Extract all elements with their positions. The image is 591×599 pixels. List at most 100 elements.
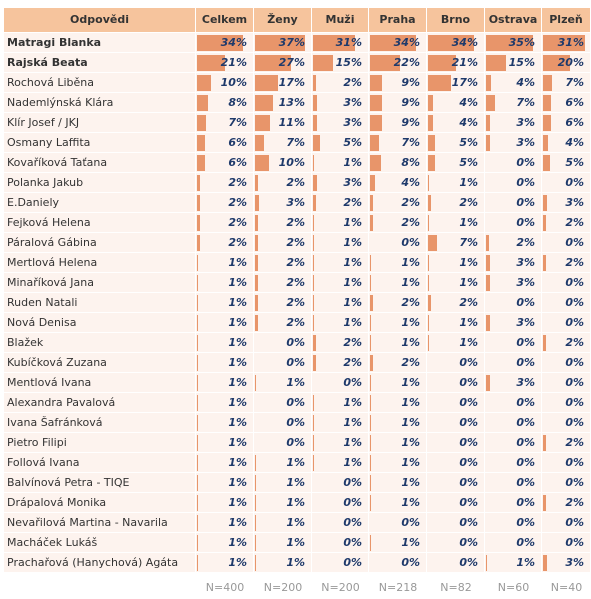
value-cell: 0% (254, 433, 312, 453)
value-cell: 15% (485, 53, 542, 73)
value-label: 2% (343, 336, 362, 349)
value-label: 0% (459, 536, 478, 549)
value-cell: 2% (427, 193, 485, 213)
value-cell: 2% (369, 293, 427, 313)
bar (486, 55, 507, 71)
bar (197, 395, 199, 411)
value-cell: 1% (369, 393, 427, 413)
footer-n: N=200 (321, 581, 360, 594)
bar (313, 355, 316, 371)
bar (486, 555, 488, 571)
value-cell: 1% (254, 533, 312, 553)
value-cell: 0% (542, 373, 591, 393)
value-label: 21% (220, 56, 247, 69)
value-label: 1% (459, 316, 478, 329)
footer-n: N=200 (263, 581, 303, 594)
value-label: 6% (228, 156, 247, 169)
value-cell: 2% (196, 213, 254, 233)
value-cell: 1% (312, 253, 369, 273)
value-cell: 1% (369, 453, 427, 473)
bar (428, 315, 430, 331)
bar (197, 95, 208, 111)
value-cell: 0% (312, 373, 369, 393)
value-label: 2% (286, 296, 305, 309)
bar (543, 155, 550, 171)
value-cell: 31% (542, 33, 591, 53)
value-cell: 34% (369, 33, 427, 53)
bar (428, 155, 435, 171)
value-label: 1% (343, 156, 362, 169)
value-label: 2% (286, 176, 305, 189)
bar (370, 195, 373, 211)
bar (543, 435, 546, 451)
bar (428, 235, 438, 251)
value-label: 8% (401, 156, 420, 169)
row-name: Mertlová Helena (4, 253, 196, 273)
bar (370, 35, 416, 51)
row-name: Nevařilová Martina - Navarila (4, 513, 196, 533)
value-label: 0% (565, 296, 584, 309)
value-label: 0% (565, 516, 584, 529)
value-label: 2% (565, 216, 584, 229)
bar (486, 375, 491, 391)
bar (197, 335, 199, 351)
row-name: Macháček Lukáš (4, 533, 196, 553)
row-name: Nová Denisa (4, 313, 196, 333)
footer-n: N=218 (378, 581, 418, 594)
value-cell: 7% (427, 233, 485, 253)
bar (197, 375, 199, 391)
value-cell: 0% (542, 393, 591, 413)
value-label: 0% (565, 536, 584, 549)
value-label: 0% (516, 356, 535, 369)
bar (255, 555, 257, 571)
value-label: 2% (228, 216, 247, 229)
value-cell: 2% (369, 213, 427, 233)
value-cell: 0% (485, 393, 542, 413)
value-label: 1% (228, 336, 247, 349)
value-cell: 6% (196, 133, 254, 153)
value-cell: 0% (485, 453, 542, 473)
bar (255, 475, 257, 491)
bar (486, 135, 491, 151)
value-label: 0% (565, 376, 584, 389)
value-label: 4% (516, 76, 535, 89)
value-label: 1% (343, 316, 362, 329)
value-cell: 3% (485, 133, 542, 153)
value-label: 0% (459, 516, 478, 529)
value-label: 0% (516, 296, 535, 309)
value-label: 9% (401, 96, 420, 109)
value-cell: 0% (312, 533, 369, 553)
value-cell: 0% (427, 493, 485, 513)
value-cell: 1% (196, 553, 254, 573)
value-label: 6% (565, 96, 584, 109)
bar (313, 195, 316, 211)
value-cell: 37% (254, 33, 312, 53)
bar (197, 195, 200, 211)
bar (197, 355, 199, 371)
bar (197, 275, 199, 291)
value-label: 13% (278, 96, 305, 109)
value-cell: 2% (254, 273, 312, 293)
value-cell: 3% (485, 113, 542, 133)
value-cell: 1% (312, 153, 369, 173)
value-cell: 3% (485, 373, 542, 393)
value-cell: 0% (369, 553, 427, 573)
value-label: 1% (286, 376, 305, 389)
row-name: Matragi Blanka (4, 33, 196, 53)
value-cell: 0% (312, 473, 369, 493)
value-label: 1% (401, 476, 420, 489)
value-label: 2% (286, 216, 305, 229)
value-cell: 0% (485, 473, 542, 493)
bar (313, 415, 315, 431)
footer-n: N=60 (497, 581, 530, 594)
value-label: 2% (286, 236, 305, 249)
bar (428, 135, 435, 151)
value-label: 2% (343, 76, 362, 89)
bar (486, 235, 489, 251)
value-label: 37% (278, 36, 305, 49)
value-cell: 1% (485, 553, 542, 573)
value-cell: 1% (312, 233, 369, 253)
bar (428, 115, 434, 131)
value-cell: 0% (312, 493, 369, 513)
value-label: 8% (228, 96, 247, 109)
